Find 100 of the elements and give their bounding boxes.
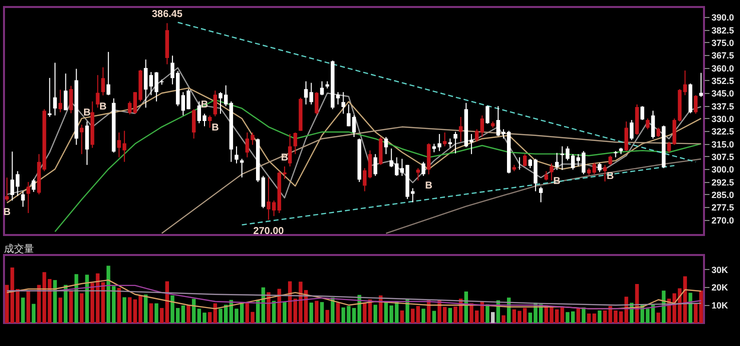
line-series [6, 290, 702, 306]
candlestick [522, 154, 527, 167]
candlestick [80, 124, 84, 155]
y-tick-label: 345.0 [712, 88, 734, 99]
annotation: B [212, 122, 219, 134]
candlestick [454, 131, 458, 154]
line-series [6, 279, 702, 310]
candlestick [630, 119, 634, 141]
candlestick [320, 80, 324, 96]
bar [400, 310, 404, 323]
bar [486, 304, 490, 323]
candlestick [373, 154, 378, 176]
candlestick [96, 74, 100, 108]
bar [422, 308, 426, 323]
candlestick [293, 132, 298, 155]
candlestick [550, 162, 554, 181]
y-tick-label: 307.5 [712, 152, 734, 162]
candlestick [64, 73, 68, 111]
candlestick [518, 156, 522, 170]
candlestick [651, 110, 655, 140]
bar [186, 305, 190, 323]
annotation: B [280, 152, 288, 164]
bar [149, 303, 153, 323]
candlestick [603, 164, 607, 182]
candlestick [422, 161, 426, 176]
bar [122, 297, 126, 323]
bar [314, 300, 318, 323]
bar [154, 303, 158, 323]
bar [635, 284, 639, 323]
candlestick [341, 92, 346, 114]
bar [80, 293, 84, 323]
y-tick-label: 30K [712, 264, 729, 275]
y-tick-label: 337.5 [712, 101, 734, 112]
line-series [385, 158, 702, 234]
bar [325, 310, 330, 323]
candlestick [21, 190, 25, 208]
bar [320, 302, 324, 323]
candlestick [646, 118, 650, 130]
bar [490, 312, 495, 323]
candlestick [32, 178, 36, 192]
bar [160, 308, 164, 323]
candlestick [26, 181, 30, 214]
candlestick [288, 134, 292, 167]
y-tick-label: 360.0 [712, 63, 734, 74]
y-tick-label: 270.0 [712, 215, 734, 226]
annotation: 270.00 [253, 226, 284, 237]
candlestick [101, 66, 105, 96]
candlestick [69, 85, 73, 114]
y-tick-label: 390.0 [712, 12, 734, 23]
candlestick [608, 155, 612, 166]
candlestick [544, 170, 548, 181]
candlestick [5, 177, 9, 202]
candlestick [416, 168, 420, 181]
candlestick [474, 128, 479, 142]
y-tick-label: 285.0 [712, 190, 734, 200]
bar [502, 315, 506, 323]
candlestick [555, 152, 559, 170]
annotation: B [83, 108, 91, 119]
candlestick [442, 132, 447, 147]
bar [309, 302, 314, 323]
candlestick [458, 116, 463, 142]
bar [144, 294, 148, 323]
bar [656, 312, 660, 323]
y-tick-label: 322.5 [712, 126, 734, 137]
candlestick [694, 94, 698, 114]
bar [576, 308, 580, 323]
line-series [6, 67, 702, 198]
bar [21, 298, 25, 323]
y-tick-label: 330.0 [712, 114, 734, 124]
bar [341, 307, 346, 323]
candlestick [598, 162, 602, 173]
annotation: B [425, 180, 432, 192]
candlestick [486, 106, 490, 124]
bar [32, 304, 36, 323]
bar [448, 308, 452, 323]
bar [373, 304, 378, 323]
bar [406, 299, 410, 323]
line-series [6, 87, 702, 204]
y-tick-label: 292.5 [712, 177, 734, 188]
bar [85, 274, 89, 323]
annotation: 386.45 [152, 9, 183, 20]
candlestick [192, 108, 196, 140]
bar [53, 280, 57, 323]
chart-title: 成交量 [4, 243, 34, 255]
candlestick [213, 90, 218, 117]
candlestick [539, 186, 543, 203]
y-tick-label: 375.0 [712, 38, 734, 48]
y-tick-label: 367.5 [712, 50, 734, 61]
candlestick [624, 121, 628, 152]
bar [181, 305, 186, 323]
bar [282, 302, 286, 323]
candlestick [640, 106, 644, 120]
y-tick-label: 277.5 [712, 202, 734, 213]
y-tick-label: 315.0 [712, 139, 734, 150]
bar [208, 312, 212, 323]
bar [688, 292, 692, 323]
candlestick [384, 136, 388, 155]
y-tick-label: 20K [712, 282, 729, 293]
bar [272, 300, 276, 323]
candlestick [234, 146, 238, 164]
